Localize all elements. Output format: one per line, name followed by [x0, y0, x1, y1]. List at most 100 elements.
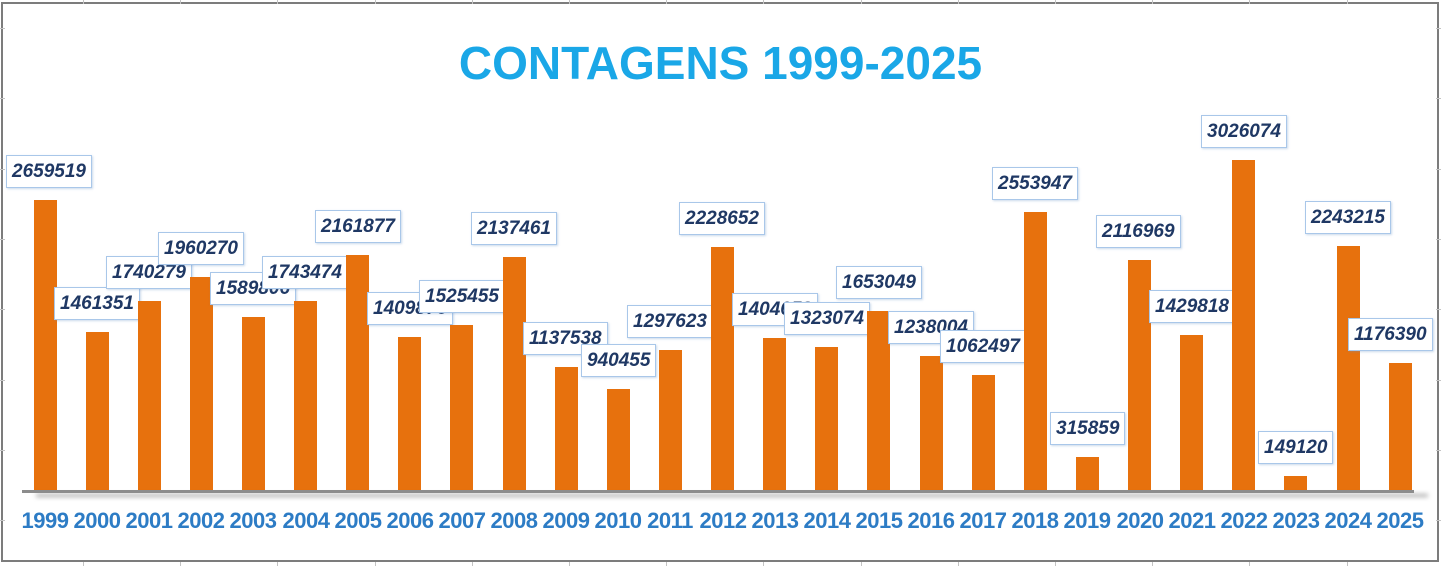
bar-2003[interactable]: [242, 317, 265, 492]
x-tick-2020[interactable]: 2020: [1116, 508, 1164, 533]
data-label-2005[interactable]: 2161877: [315, 210, 401, 243]
bar-2014[interactable]: [815, 347, 838, 492]
bar-2005[interactable]: [346, 255, 369, 492]
sheet-gridline-stub: [569, 562, 570, 566]
sheet-gridline-stub: [763, 562, 764, 566]
x-tick-2016[interactable]: 2016: [907, 508, 955, 533]
x-tick-2007[interactable]: 2007: [438, 508, 486, 533]
bar-2002[interactable]: [190, 277, 213, 492]
bar-2008[interactable]: [503, 257, 526, 492]
sheet-gridline-stub: [1436, 309, 1441, 310]
data-label-2018[interactable]: 2553947: [992, 167, 1078, 200]
sheet-gridline-stub: [0, 450, 5, 451]
sheet-gridline-stub: [0, 520, 5, 521]
sheet-gridline-stub: [1436, 450, 1441, 451]
data-label-2015[interactable]: 1653049: [836, 266, 922, 299]
sheet-gridline-stub: [666, 0, 667, 4]
bar-2009[interactable]: [555, 367, 578, 492]
data-label-2008[interactable]: 2137461: [471, 212, 557, 245]
data-label-2014[interactable]: 1323074: [784, 302, 870, 335]
bar-2023[interactable]: [1284, 476, 1307, 492]
x-tick-2015[interactable]: 2015: [855, 508, 903, 533]
data-label-2009[interactable]: 1137538: [523, 322, 608, 355]
data-label-2001[interactable]: 1740279: [106, 256, 192, 289]
x-tick-2017[interactable]: 2017: [959, 508, 1007, 533]
bar-1999[interactable]: [34, 200, 57, 492]
bar-2006[interactable]: [398, 337, 421, 492]
bar-2020[interactable]: [1128, 260, 1151, 492]
sheet-gridline-stub: [1436, 98, 1441, 99]
x-axis-line[interactable]: [22, 490, 1414, 493]
data-label-2004[interactable]: 1743474: [262, 256, 348, 289]
data-label-2023[interactable]: 149120: [1258, 431, 1334, 464]
x-tick-2011[interactable]: 2011: [647, 508, 693, 533]
sheet-gridline-stub: [1249, 562, 1250, 566]
data-label-2024[interactable]: 2243215: [1305, 201, 1391, 234]
x-tick-2006[interactable]: 2006: [386, 508, 434, 533]
bar-2000[interactable]: [86, 332, 109, 492]
data-label-2022[interactable]: 3026074: [1201, 115, 1287, 148]
x-tick-2004[interactable]: 2004: [282, 508, 330, 533]
bar-2012[interactable]: [711, 247, 734, 492]
x-tick-2022[interactable]: 2022: [1220, 508, 1268, 533]
bar-2018[interactable]: [1024, 212, 1047, 492]
data-label-2020[interactable]: 2116969: [1096, 215, 1181, 248]
sheet-gridline-stub: [1347, 0, 1348, 4]
bar-2010[interactable]: [607, 389, 630, 492]
bar-2011[interactable]: [659, 350, 682, 492]
x-tick-2013[interactable]: 2013: [751, 508, 799, 533]
sheet-gridline-stub: [1436, 239, 1441, 240]
sheet-gridline-stub: [861, 562, 862, 566]
bar-2022[interactable]: [1232, 160, 1255, 492]
x-tick-2008[interactable]: 2008: [490, 508, 538, 533]
sheet-gridline-stub: [569, 0, 570, 4]
data-label-2002[interactable]: 1960270: [158, 232, 244, 265]
sheet-gridline-stub: [277, 562, 278, 566]
x-tick-2003[interactable]: 2003: [229, 508, 277, 533]
bar-2025[interactable]: [1389, 363, 1412, 492]
sheet-gridline-stub: [1249, 0, 1250, 4]
x-tick-2001[interactable]: 2001: [125, 508, 173, 533]
bar-2016[interactable]: [920, 356, 943, 492]
data-label-2007[interactable]: 1525455: [419, 280, 505, 313]
bar-2004[interactable]: [294, 301, 317, 492]
x-tick-2021[interactable]: 2021: [1168, 508, 1216, 533]
x-tick-1999[interactable]: 1999: [21, 508, 69, 533]
data-label-2017[interactable]: 1062497: [940, 330, 1026, 363]
bar-2021[interactable]: [1180, 335, 1203, 492]
x-tick-2019[interactable]: 2019: [1063, 508, 1111, 533]
bar-2019[interactable]: [1076, 457, 1099, 492]
x-tick-2010[interactable]: 2010: [594, 508, 642, 533]
data-label-2019[interactable]: 315859: [1050, 412, 1126, 445]
data-label-2011[interactable]: 1297623: [627, 305, 713, 338]
sheet-gridline-stub: [375, 0, 376, 4]
x-tick-2005[interactable]: 2005: [334, 508, 382, 533]
bar-2015[interactable]: [867, 311, 890, 492]
data-label-2012[interactable]: 2228652: [679, 202, 765, 235]
data-label-2000[interactable]: 1461351: [54, 287, 140, 320]
x-tick-2014[interactable]: 2014: [803, 508, 851, 533]
data-label-2025[interactable]: 1176390: [1348, 318, 1433, 351]
x-tick-2023[interactable]: 2023: [1272, 508, 1320, 533]
sheet-gridline-stub: [180, 0, 181, 4]
data-label-2010[interactable]: 940455: [581, 344, 657, 377]
x-tick-2012[interactable]: 2012: [699, 508, 747, 533]
x-tick-2018[interactable]: 2018: [1011, 508, 1059, 533]
x-tick-2009[interactable]: 2009: [542, 508, 590, 533]
x-tick-2025[interactable]: 2025: [1376, 508, 1424, 533]
x-tick-2024[interactable]: 2024: [1324, 508, 1372, 533]
bar-2017[interactable]: [972, 375, 995, 492]
data-label-2021[interactable]: 1429818: [1149, 290, 1235, 323]
x-tick-2002[interactable]: 2002: [177, 508, 225, 533]
x-tick-2000[interactable]: 2000: [73, 508, 121, 533]
sheet-gridline-stub: [375, 562, 376, 566]
sheet-gridline-stub: [1436, 380, 1441, 381]
sheet-gridline-stub: [83, 0, 84, 4]
bar-2001[interactable]: [138, 301, 161, 492]
chart-title[interactable]: CONTAGENS 1999-2025: [458, 37, 983, 89]
bar-2024[interactable]: [1337, 246, 1360, 492]
data-label-1999[interactable]: 2659519: [6, 155, 92, 188]
bar-2013[interactable]: [763, 338, 786, 492]
sheet-gridline-stub: [1436, 169, 1441, 170]
bar-2007[interactable]: [450, 325, 473, 492]
